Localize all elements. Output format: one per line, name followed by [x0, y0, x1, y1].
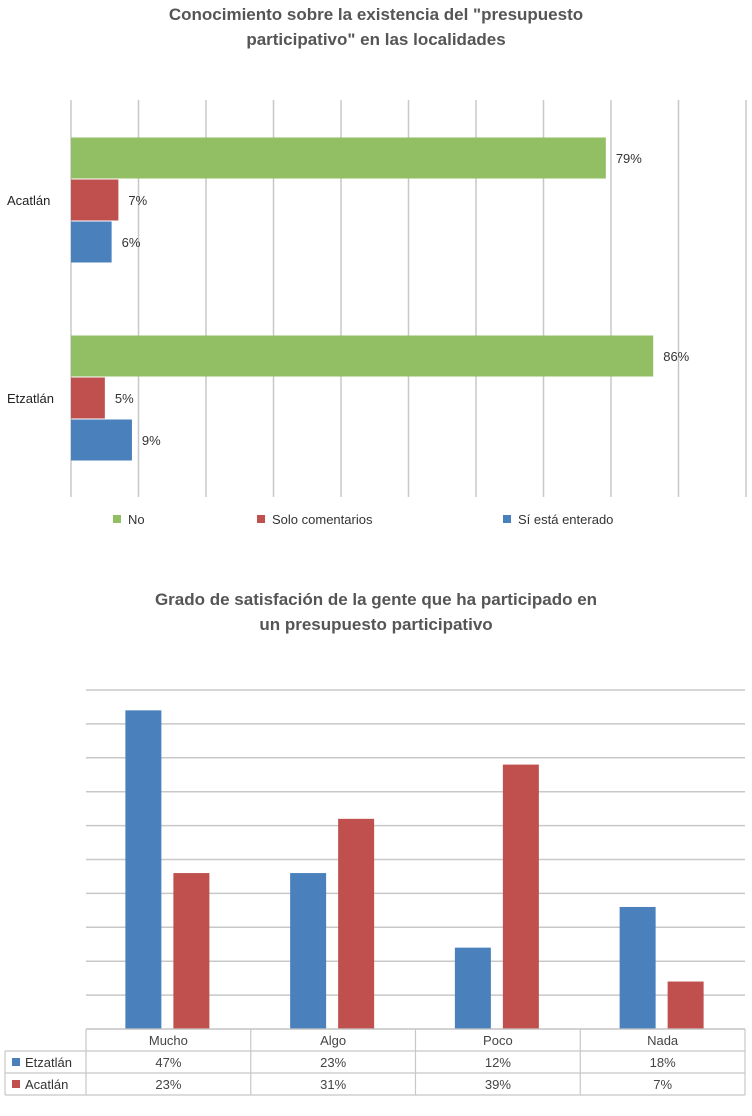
- chart2-title-line-1: Grado de satisfación de la gente que ha …: [154, 590, 598, 609]
- bar-sí-está-enterado-etzatlán: [71, 419, 132, 461]
- chart2-title: Grado de satisfación de la gente que ha …: [0, 587, 752, 637]
- legend-label: Etzatlán: [25, 1055, 72, 1070]
- data-label: 9%: [142, 433, 161, 448]
- bar-etzatlán-poco: [454, 947, 491, 1029]
- bar-etzatlán-mucho: [125, 710, 162, 1029]
- category-label: Poco: [483, 1033, 513, 1048]
- data-label: 5%: [115, 391, 134, 406]
- bar-acatlán-mucho: [173, 873, 210, 1029]
- table-value: 39%: [485, 1077, 511, 1092]
- table-value: 18%: [650, 1055, 676, 1070]
- legend-swatch: [113, 515, 121, 523]
- legend-swatch: [12, 1058, 20, 1066]
- category-label: Acatlán: [7, 193, 50, 208]
- bar-acatlán-nada: [667, 981, 704, 1029]
- chart1-title: Conocimiento sobre la existencia del "pr…: [0, 2, 752, 52]
- bar-acatlán-algo: [338, 818, 375, 1029]
- category-label: Mucho: [149, 1033, 188, 1048]
- table-value: 12%: [485, 1055, 511, 1070]
- category-label: Algo: [320, 1033, 346, 1048]
- bar-acatlán-poco: [502, 764, 539, 1029]
- bar-no-etzatlán: [71, 335, 654, 377]
- data-label: 7%: [128, 193, 147, 208]
- table-value: 23%: [155, 1077, 181, 1092]
- bar-etzatlán-algo: [290, 873, 327, 1029]
- data-label: 6%: [122, 235, 141, 250]
- legend-swatch: [12, 1080, 20, 1088]
- bar-solo-comentarios-acatlán: [71, 179, 119, 221]
- chart1-title-line-2: participativo" en las localidades: [246, 30, 506, 49]
- legend-swatch: [257, 515, 265, 523]
- category-label: Etzatlán: [7, 391, 54, 406]
- legend-label: Solo comentarios: [272, 512, 373, 527]
- category-label: Nada: [647, 1033, 679, 1048]
- table-value: 31%: [320, 1077, 346, 1092]
- bar-sí-está-enterado-acatlán: [71, 221, 112, 263]
- table-value: 47%: [155, 1055, 181, 1070]
- legend-label: Acatlán: [25, 1077, 68, 1092]
- legend-swatch: [503, 515, 511, 523]
- table-value: 7%: [653, 1077, 672, 1092]
- chart1-horizontal-bar-chart: 79% 7% 6% Acatlán 86% 5% 9% Etzatlán No Solo come…: [7, 100, 747, 527]
- bar-solo-comentarios-etzatlán: [71, 377, 105, 419]
- legend-label: No: [128, 512, 145, 527]
- chart1-title-line-1: Conocimiento sobre la existencia del "pr…: [168, 5, 584, 24]
- data-label: 86%: [663, 349, 689, 364]
- data-label: 79%: [616, 151, 642, 166]
- chart2-title-line-2: un presupuesto participativo: [259, 615, 493, 634]
- bar-etzatlán-nada: [619, 906, 656, 1029]
- table-value: 23%: [320, 1055, 346, 1070]
- bar-no-acatlán: [71, 137, 606, 179]
- legend-label: Sí está enterado: [518, 512, 613, 527]
